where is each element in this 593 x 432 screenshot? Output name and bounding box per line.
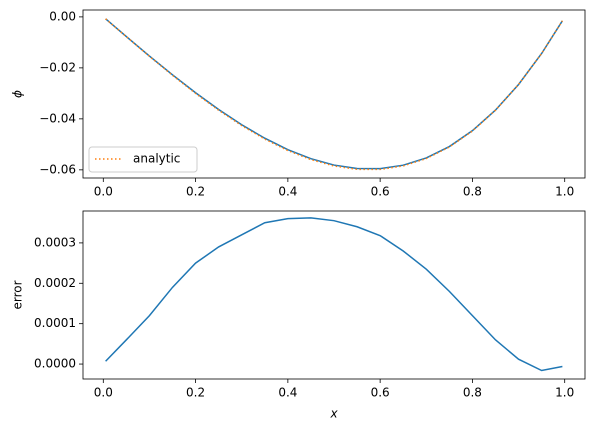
x-axis-label: x bbox=[329, 407, 338, 421]
y-tick-label: 0.0001 bbox=[34, 316, 76, 330]
y-tick-label: 0.0003 bbox=[34, 235, 76, 249]
data-line bbox=[105, 18, 564, 170]
x-tick-label: 0.4 bbox=[278, 386, 297, 400]
x-tick-label: 1.0 bbox=[555, 185, 574, 199]
axes-frame bbox=[82, 9, 586, 179]
x-tick-label: 0.8 bbox=[463, 185, 482, 199]
axes-frame bbox=[82, 210, 586, 380]
y-tick-label: 0.00 bbox=[49, 9, 76, 23]
y-tick-label: 0.0002 bbox=[34, 276, 76, 290]
y-tick-label: −0.06 bbox=[39, 162, 76, 176]
y-tick-label: −0.02 bbox=[39, 60, 76, 74]
legend-box bbox=[88, 146, 198, 173]
legend-label: analytic bbox=[133, 152, 180, 166]
x-tick-label: 0.2 bbox=[186, 185, 205, 199]
x-tick-label: 0.4 bbox=[278, 185, 297, 199]
x-tick-label: 0.6 bbox=[371, 386, 390, 400]
x-tick-label: 0.0 bbox=[94, 386, 113, 400]
x-tick-label: 1.0 bbox=[555, 386, 574, 400]
data-line bbox=[105, 217, 563, 372]
x-tick-label: 0.0 bbox=[94, 185, 113, 199]
data-line bbox=[105, 18, 564, 171]
x-tick-label: 0.6 bbox=[371, 185, 390, 199]
x-tick-label: 0.2 bbox=[186, 386, 205, 400]
x-tick-label: 0.8 bbox=[463, 386, 482, 400]
y-axis-label: error bbox=[11, 280, 25, 309]
y-axis-label: ϕ bbox=[11, 90, 25, 98]
y-tick-label: −0.04 bbox=[39, 111, 76, 125]
y-tick-label: 0.0000 bbox=[34, 357, 76, 371]
